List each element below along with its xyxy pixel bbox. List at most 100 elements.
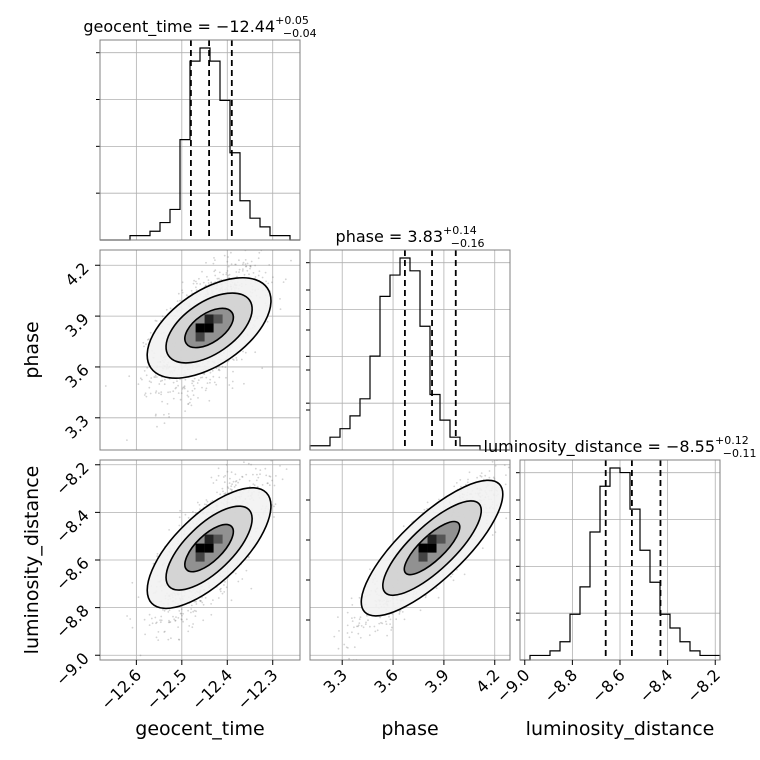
- sample-point: [514, 464, 516, 466]
- sample-point: [209, 378, 212, 381]
- sample-point: [255, 435, 257, 437]
- sample-point: [241, 578, 244, 580]
- sample-point: [188, 625, 191, 627]
- sample-point: [156, 552, 159, 555]
- sample-point: [210, 476, 213, 479]
- sample-point: [426, 507, 428, 510]
- sample-point: [399, 609, 402, 612]
- sample-point: [367, 619, 369, 622]
- sample-point: [187, 403, 190, 405]
- sample-point: [228, 482, 231, 484]
- sample-point: [366, 614, 368, 617]
- y-tick-label: −8.8: [52, 601, 93, 642]
- y-tick-label: 4.2: [61, 259, 92, 290]
- sample-point: [195, 280, 197, 283]
- sample-point: [235, 357, 238, 359]
- sample-point: [251, 207, 253, 209]
- sample-point: [161, 315, 164, 318]
- sample-point: [146, 338, 149, 341]
- sample-point: [214, 259, 216, 261]
- sample-point: [187, 630, 190, 633]
- sample-point: [235, 271, 238, 273]
- sample-point: [214, 269, 217, 272]
- sample-point: [181, 614, 183, 617]
- sample-point: [217, 474, 220, 477]
- sample-point: [183, 387, 186, 390]
- sample-point: [180, 608, 183, 611]
- sample-point: [232, 480, 235, 483]
- contour-0: [146, 276, 272, 379]
- sample-point: [210, 281, 213, 284]
- sample-point: [459, 479, 462, 481]
- sample-point: [204, 389, 207, 392]
- sample-point: [266, 320, 269, 323]
- sample-point: [150, 377, 153, 379]
- sample-point: [467, 478, 469, 481]
- sample-point: [282, 281, 285, 283]
- sample-point: [212, 375, 215, 378]
- sample-point: [179, 299, 182, 302]
- sample-point: [213, 381, 216, 384]
- scatter-panel-phase-luminosity_distance: [309, 459, 516, 661]
- sample-point: [401, 611, 404, 613]
- sample-point: [494, 464, 497, 467]
- density-peak-cell: [195, 332, 205, 342]
- sample-point: [197, 397, 199, 399]
- sample-point: [241, 270, 244, 272]
- sample-point: [193, 609, 196, 612]
- sample-point: [245, 473, 248, 476]
- sample-point: [227, 256, 230, 258]
- sample-point: [259, 454, 261, 456]
- sample-point: [235, 480, 238, 482]
- sample-point: [163, 422, 166, 425]
- sample-point: [337, 647, 340, 650]
- sample-point: [252, 272, 255, 274]
- sample-point: [212, 482, 215, 484]
- sample-point: [279, 308, 282, 311]
- sample-point: [512, 489, 514, 491]
- y-tick-label: 3.9: [61, 309, 92, 340]
- sample-point: [192, 384, 195, 387]
- sample-point: [245, 265, 248, 268]
- sample-point: [154, 319, 157, 322]
- sample-point: [179, 398, 182, 401]
- sample-point: [238, 271, 240, 273]
- sample-point: [177, 617, 180, 619]
- sample-point: [279, 298, 281, 300]
- sample-point: [258, 242, 260, 244]
- scatter-panel-geocent_time-luminosity_distance: [99, 435, 301, 665]
- sample-point: [463, 573, 466, 576]
- sample-point: [156, 425, 158, 428]
- sample-point: [223, 254, 226, 257]
- sample-point: [201, 386, 203, 389]
- sample-point: [271, 281, 273, 284]
- sample-point: [204, 597, 207, 599]
- sample-point: [143, 345, 145, 348]
- axes-frame: [99, 39, 301, 241]
- sample-point: [492, 476, 495, 479]
- sample-point: [182, 620, 185, 623]
- sample-point: [195, 603, 198, 605]
- sample-point: [151, 622, 154, 625]
- sample-point: [257, 274, 260, 277]
- sample-point: [359, 616, 362, 619]
- sample-point: [227, 487, 230, 489]
- sample-point: [203, 503, 206, 506]
- sample-point: [146, 366, 149, 369]
- sample-point: [284, 278, 287, 281]
- sample-point: [242, 445, 244, 447]
- sample-point: [374, 630, 377, 633]
- sample-point: [398, 611, 401, 613]
- sample-point: [190, 289, 193, 292]
- sample-point: [129, 618, 132, 620]
- sample-point: [164, 630, 166, 633]
- sample-point: [351, 617, 353, 619]
- sample-point: [249, 266, 252, 268]
- title-median: −12.44: [216, 17, 275, 36]
- sample-point: [131, 663, 133, 665]
- title-geocent_time: geocent_time = −12.44+0.05 −0.04: [83, 14, 316, 40]
